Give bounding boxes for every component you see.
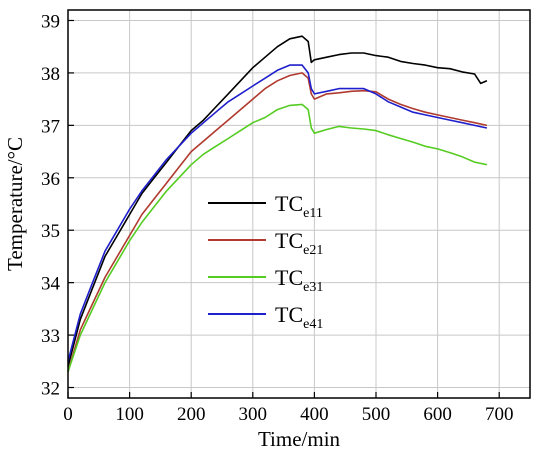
y-tick-label: 32 (41, 379, 60, 400)
series-line-e11 (67, 35, 488, 367)
x-tick-label: 600 (423, 404, 452, 425)
legend-label-e41: TCe41 (275, 302, 323, 332)
x-tick-label: 300 (239, 404, 268, 425)
series-lines (67, 35, 488, 373)
x-tick-label: 100 (115, 404, 144, 425)
y-tick-label: 39 (41, 11, 60, 32)
series-line-e21 (67, 72, 488, 373)
x-tick-label: 700 (485, 404, 514, 425)
y-tick-label: 34 (41, 274, 61, 295)
y-tick-label: 37 (41, 116, 60, 137)
y-tick-label: 36 (41, 169, 60, 190)
y-axis-title: Temperature/°C (3, 137, 27, 271)
x-tick-label: 500 (362, 404, 391, 425)
axis-ticks: 0 100 200 300 400 500 600 700 32 33 34 35 36 37 38 39 (41, 11, 513, 425)
x-tick-label: 200 (177, 404, 206, 425)
series-line-e31 (67, 103, 488, 373)
x-tick-label: 0 (63, 404, 73, 425)
legend-label-e21: TCe21 (275, 228, 323, 258)
legend: TCe11 TCe21 TCe31 TCe41 (208, 191, 323, 332)
series-line-e41 (67, 64, 488, 362)
x-tick-label: 400 (300, 404, 329, 425)
x-axis-title: Time/min (258, 427, 341, 451)
y-tick-label: 35 (41, 221, 60, 242)
legend-label-e31: TCe31 (275, 265, 323, 295)
y-tick-label: 33 (41, 326, 60, 347)
y-tick-label: 38 (41, 64, 60, 85)
legend-label-e11: TCe11 (275, 191, 323, 221)
plot-frame (67, 9, 531, 399)
